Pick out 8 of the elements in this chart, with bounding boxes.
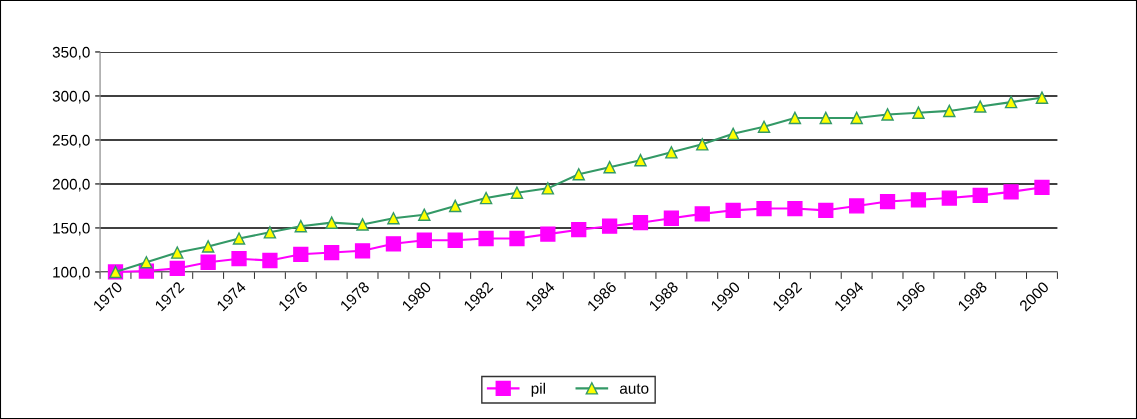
y-tick-label: 150,0 — [53, 222, 90, 236]
y-tick-label: 350,0 — [52, 46, 90, 60]
y-tick-label: 100,0 — [53, 266, 90, 280]
legend-label: pil — [531, 382, 545, 397]
y-tick-label: 250,0 — [52, 134, 90, 148]
y-tick-label: 200,0 — [52, 178, 90, 192]
legend-label: auto — [619, 383, 649, 394]
y-tick-label: 300,0 — [52, 90, 90, 104]
